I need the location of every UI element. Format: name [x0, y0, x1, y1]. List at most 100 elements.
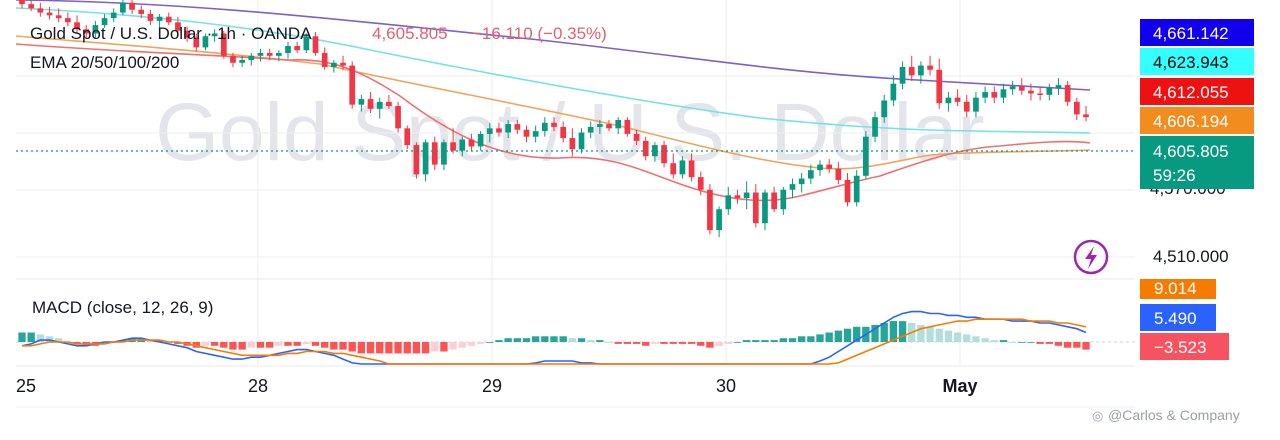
candle-body[interactable]	[404, 128, 411, 146]
candle-body[interactable]	[606, 124, 612, 129]
candle-body[interactable]	[376, 101, 383, 109]
candle-body[interactable]	[120, 2, 126, 13]
candle-body[interactable]	[532, 131, 539, 137]
candle-body[interactable]	[477, 133, 484, 147]
candle-body[interactable]	[468, 139, 475, 147]
candle-body[interactable]	[1000, 89, 1007, 98]
candle-body[interactable]	[129, 2, 135, 10]
candle-body[interactable]	[92, 25, 99, 34]
candle-body[interactable]	[395, 106, 401, 129]
candle-body[interactable]	[1037, 93, 1043, 95]
candle-body[interactable]	[899, 66, 906, 84]
candle-body[interactable]	[55, 15, 62, 19]
candle-body[interactable]	[275, 53, 282, 56]
candle-body[interactable]	[918, 65, 924, 76]
candle-body[interactable]	[734, 195, 741, 199]
candle-body[interactable]	[285, 46, 291, 54]
candle-body[interactable]	[853, 175, 860, 203]
candle-body[interactable]	[422, 142, 429, 175]
candle-body[interactable]	[37, 8, 44, 13]
candle-body[interactable]	[642, 140, 649, 157]
candle-body[interactable]	[890, 83, 897, 101]
candle-body[interactable]	[945, 97, 952, 104]
candle-body[interactable]	[1018, 86, 1025, 91]
candle-body[interactable]	[881, 100, 888, 118]
candle-body[interactable]	[248, 55, 255, 60]
candle-body[interactable]	[165, 16, 172, 23]
ema-indicator-label[interactable]: EMA 20/50/100/200	[30, 53, 179, 72]
candle-body[interactable]	[101, 18, 108, 26]
candle-body[interactable]	[211, 33, 218, 37]
lightning-button[interactable]	[1073, 239, 1109, 275]
candle-body[interactable]	[331, 62, 337, 67]
candle-body[interactable]	[230, 55, 236, 63]
candle-body[interactable]	[1064, 85, 1071, 102]
candle-body[interactable]	[551, 122, 557, 127]
candle-body[interactable]	[752, 192, 759, 224]
candle-body[interactable]	[541, 122, 548, 132]
candle-body[interactable]	[505, 124, 511, 133]
candle-body[interactable]	[560, 126, 567, 139]
candle-body[interactable]	[431, 142, 438, 165]
candle-body[interactable]	[963, 101, 970, 112]
candle-body[interactable]	[633, 133, 640, 141]
candle-body[interactable]	[147, 13, 154, 21]
candle-body[interactable]	[798, 178, 805, 185]
candle-body[interactable]	[514, 124, 521, 130]
candle-body[interactable]	[587, 126, 594, 133]
candle-body[interactable]	[46, 12, 53, 16]
candle-body[interactable]	[175, 22, 181, 31]
candle-body[interactable]	[386, 101, 392, 107]
candle-body[interactable]	[973, 97, 979, 112]
candle-body[interactable]	[156, 16, 163, 21]
candle-body[interactable]	[220, 33, 227, 56]
candle-body[interactable]	[725, 195, 732, 210]
candle-body[interactable]	[624, 119, 631, 134]
candle-body[interactable]	[697, 177, 704, 190]
candle-body[interactable]	[707, 189, 713, 231]
candle-body[interactable]	[74, 22, 80, 30]
candle-body[interactable]	[202, 36, 209, 48]
candle-body[interactable]	[615, 119, 622, 129]
candle-body[interactable]	[927, 65, 933, 70]
candle-body[interactable]	[1028, 90, 1034, 94]
candle-body[interactable]	[19, 0, 25, 5]
candle-body[interactable]	[1073, 101, 1080, 115]
candle-body[interactable]	[110, 12, 117, 19]
candle-body[interactable]	[807, 170, 814, 179]
candle-body[interactable]	[496, 128, 502, 133]
candle-body[interactable]	[441, 142, 447, 165]
candle-body[interactable]	[184, 30, 190, 38]
candle-body[interactable]	[688, 160, 695, 178]
candle-body[interactable]	[597, 124, 603, 127]
candle-body[interactable]	[1046, 87, 1053, 95]
candle-body[interactable]	[991, 92, 998, 98]
candle-body[interactable]	[863, 136, 869, 176]
candle-body[interactable]	[661, 145, 667, 164]
candle-body[interactable]	[569, 138, 576, 150]
candle-body[interactable]	[789, 184, 796, 190]
candle-body[interactable]	[193, 37, 200, 48]
candle-body[interactable]	[28, 4, 35, 9]
candle-body[interactable]	[459, 139, 466, 151]
candle-body[interactable]	[872, 117, 878, 137]
candle-body[interactable]	[936, 69, 943, 104]
candle-body[interactable]	[321, 53, 328, 67]
candle-body[interactable]	[257, 53, 264, 56]
time-axis[interactable]: 25 28 29 30 May	[16, 376, 978, 396]
candle-body[interactable]	[349, 65, 356, 105]
candle-body[interactable]	[982, 92, 988, 98]
candle-body[interactable]	[844, 179, 851, 203]
candle-body[interactable]	[303, 36, 310, 51]
candle-body[interactable]	[294, 46, 301, 51]
candle-body[interactable]	[780, 189, 787, 210]
candle-body[interactable]	[312, 36, 319, 54]
candle-body[interactable]	[1009, 86, 1016, 90]
candle-body[interactable]	[367, 99, 374, 109]
candles[interactable]	[19, 0, 1089, 238]
candle-body[interactable]	[652, 145, 658, 157]
candle-body[interactable]	[450, 142, 456, 151]
candle-body[interactable]	[578, 132, 585, 150]
candle-body[interactable]	[83, 29, 90, 34]
macd-indicator-label[interactable]: MACD (close, 12, 26, 9)	[32, 298, 213, 317]
